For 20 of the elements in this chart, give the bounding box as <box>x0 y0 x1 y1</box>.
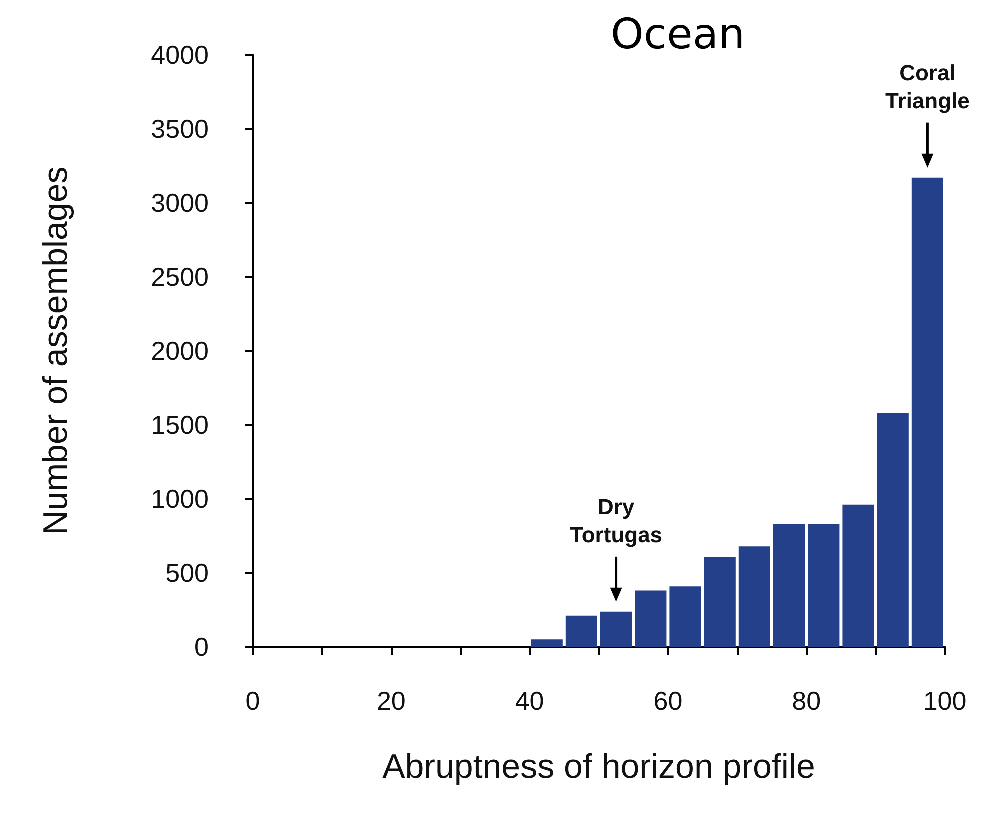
x-axis-title: Abruptness of horizon profile <box>382 748 816 786</box>
x-tick-label: 0 <box>246 686 260 716</box>
x-tick-label: 60 <box>654 686 683 716</box>
x-tick-label: 100 <box>923 686 967 716</box>
annotation: Dry Tortugas <box>570 494 663 548</box>
y-tick-label: 4000 <box>151 40 209 70</box>
x-tick-label: 20 <box>376 686 406 716</box>
y-tick-label: 2500 <box>151 262 209 292</box>
y-tick-label: 3500 <box>151 114 209 144</box>
y-tick-label: 2000 <box>151 336 209 366</box>
y-tick-label: 500 <box>166 558 209 588</box>
y-tick-label: 0 <box>194 632 209 662</box>
y-tick-label: 1500 <box>151 410 209 440</box>
annotation: Coral Triangle <box>886 60 970 114</box>
chart-title: Ocean <box>610 10 746 58</box>
y-tick-label: 1000 <box>151 484 209 514</box>
x-tick-label: 40 <box>515 686 544 716</box>
x-tick-label: 80 <box>792 686 822 716</box>
y-axis-title: Number of assemblages <box>37 166 75 536</box>
y-tick-label: 3000 <box>151 188 209 218</box>
